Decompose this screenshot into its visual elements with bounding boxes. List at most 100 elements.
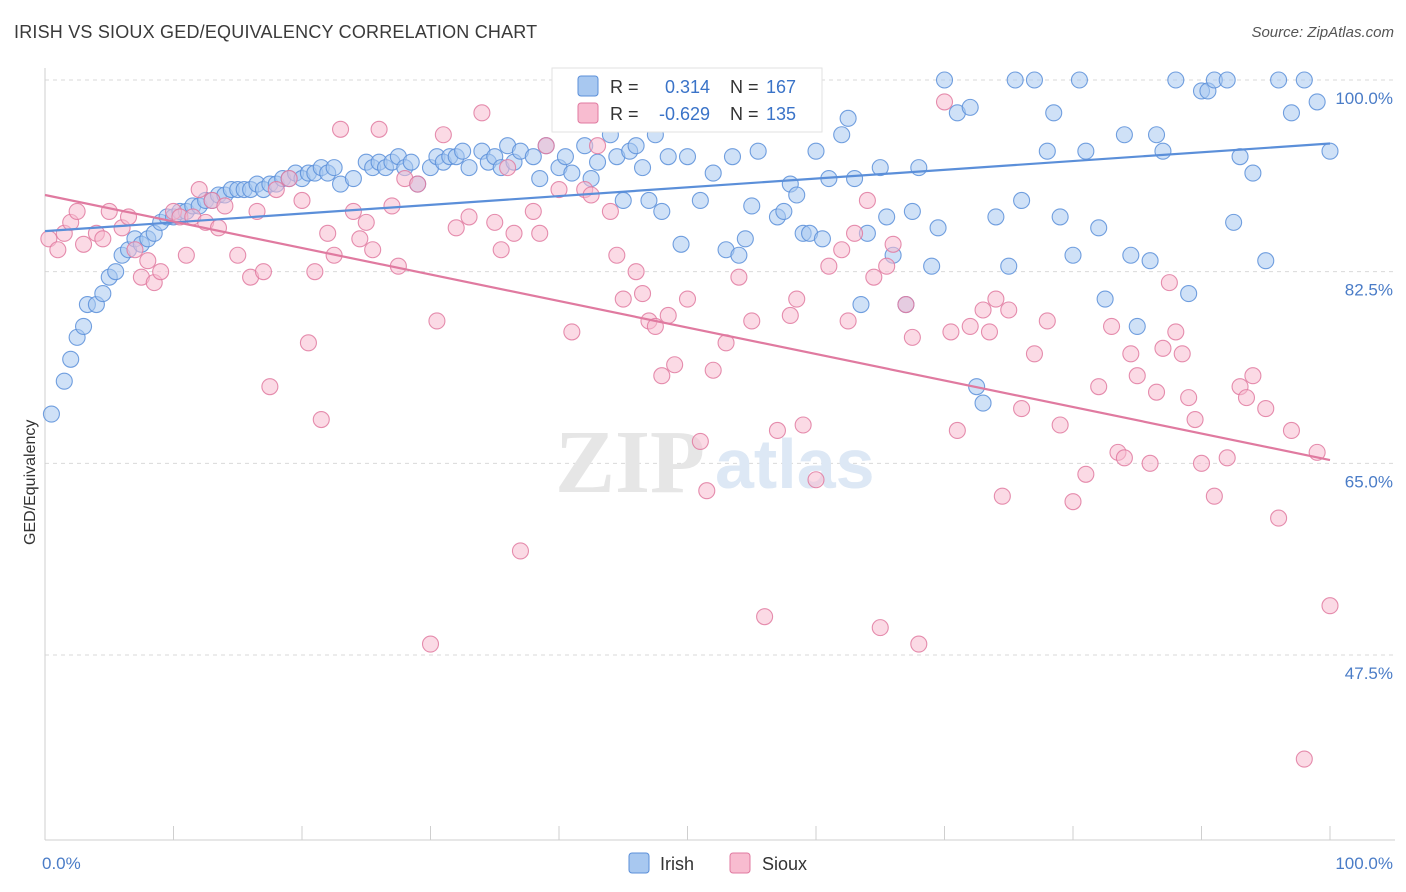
point-sioux-38	[331, 120, 350, 138]
point-irish-110	[845, 170, 864, 188]
x-tick-label-0: 0.0%	[42, 854, 81, 873]
legend-bottom-label-sioux: Sioux	[762, 854, 807, 874]
legend-bottom-label-irish: Irish	[660, 854, 694, 874]
point-sioux-116	[1077, 465, 1095, 483]
point-sioux-36	[319, 224, 337, 242]
point-sioux-120	[1115, 449, 1133, 467]
point-irish-136	[1077, 142, 1095, 160]
legend-r-label-sioux: R =	[610, 104, 639, 124]
point-irish-153	[1244, 164, 1262, 182]
point-sioux-93	[845, 224, 864, 242]
y-tick-labels: 100.0% 82.5% 65.0% 47.5%	[1335, 89, 1393, 683]
point-irish-87	[659, 148, 677, 166]
point-sioux-59	[524, 202, 542, 220]
point-sioux-31	[280, 170, 298, 188]
point-irish-131	[1038, 142, 1056, 160]
point-sioux-101	[910, 635, 928, 653]
point-sioux-138	[1270, 509, 1288, 527]
legend-bottom-swatch-sioux	[729, 852, 751, 874]
point-sioux-121	[1122, 345, 1140, 363]
point-sioux-90	[820, 257, 838, 275]
trend-line-sioux	[44, 193, 1331, 462]
point-irish-139	[1115, 126, 1133, 144]
legend-swatch-sioux	[577, 102, 599, 124]
point-irish-109	[839, 109, 857, 127]
point-irish-7	[94, 285, 112, 303]
point-sioux-43	[370, 120, 388, 138]
point-irish-108	[833, 126, 851, 144]
point-irish-2	[62, 350, 80, 368]
point-irish-154	[1257, 252, 1275, 270]
point-sioux-131	[1192, 454, 1211, 472]
point-sioux-86	[781, 306, 799, 325]
point-irish-137	[1090, 219, 1108, 237]
point-sioux-23	[209, 219, 228, 237]
point-sioux-40	[351, 230, 369, 248]
point-sioux-76	[666, 356, 684, 374]
point-irish-82	[627, 137, 645, 155]
y-tick-label-2: 65.0%	[1345, 472, 1393, 491]
point-sioux-66	[588, 137, 607, 155]
point-sioux-52	[460, 208, 478, 226]
point-sioux-130	[1186, 410, 1204, 429]
point-irish-90	[691, 191, 709, 210]
source-credit: Source: ZipAtlas.com	[1251, 24, 1394, 41]
point-sioux-77	[678, 290, 697, 308]
point-irish-146	[1180, 285, 1198, 303]
point-irish-70	[531, 170, 549, 188]
point-sioux-114	[1051, 416, 1069, 434]
point-irish-133	[1051, 208, 1069, 226]
point-irish-96	[743, 197, 761, 215]
point-irish-100	[775, 202, 793, 220]
point-sioux-105	[961, 317, 979, 335]
x-tick-label-1: 100.0%	[1335, 854, 1393, 873]
point-sioux-13	[139, 252, 157, 270]
legend-n-value-sioux: 135	[766, 104, 796, 124]
point-irish-127	[1000, 257, 1018, 275]
point-irish-4	[75, 317, 93, 335]
point-sioux-4	[68, 202, 86, 220]
point-irish-118	[910, 159, 928, 177]
point-irish-1	[55, 372, 73, 390]
point-irish-84	[640, 191, 658, 210]
point-irish-119	[923, 257, 941, 275]
point-irish-125	[974, 394, 992, 412]
point-irish-130	[1025, 71, 1043, 89]
point-sioux-110	[1000, 301, 1018, 319]
point-irish-144	[1154, 142, 1172, 160]
axes	[44, 68, 1395, 841]
point-irish-159	[1321, 142, 1339, 160]
y-tick-label-0: 100.0%	[1335, 89, 1393, 108]
point-sioux-15	[152, 263, 170, 281]
point-irish-156	[1282, 104, 1300, 122]
point-sioux-137	[1257, 400, 1275, 418]
point-sioux-135	[1237, 389, 1256, 407]
point-irish-111	[852, 295, 870, 314]
point-sioux-63	[563, 323, 581, 341]
point-irish-142	[1141, 252, 1159, 270]
point-irish-141	[1128, 317, 1146, 335]
point-irish-123	[961, 98, 979, 116]
point-irish-120	[929, 219, 947, 237]
point-sioux-53	[473, 104, 491, 122]
point-irish-69	[524, 148, 542, 166]
point-irish-140	[1122, 246, 1140, 264]
point-sioux-54	[486, 213, 504, 231]
point-irish-83	[633, 159, 652, 177]
point-sioux-61	[537, 137, 555, 155]
point-sioux-122	[1128, 367, 1146, 385]
point-sioux-133	[1218, 449, 1236, 467]
point-sioux-18	[177, 246, 195, 264]
point-irish-106	[813, 230, 831, 248]
point-sioux-70	[627, 263, 645, 281]
point-sioux-20	[190, 180, 208, 199]
point-sioux-98	[884, 235, 902, 253]
point-sioux-127	[1167, 323, 1185, 341]
point-sioux-108	[987, 290, 1005, 308]
point-sioux-62	[550, 180, 568, 199]
point-sioux-74	[653, 367, 671, 385]
legend-n-label-sioux: N =	[730, 104, 759, 124]
point-irish-129	[1013, 191, 1031, 210]
point-sioux-83	[743, 312, 761, 330]
point-sioux-95	[865, 268, 883, 286]
